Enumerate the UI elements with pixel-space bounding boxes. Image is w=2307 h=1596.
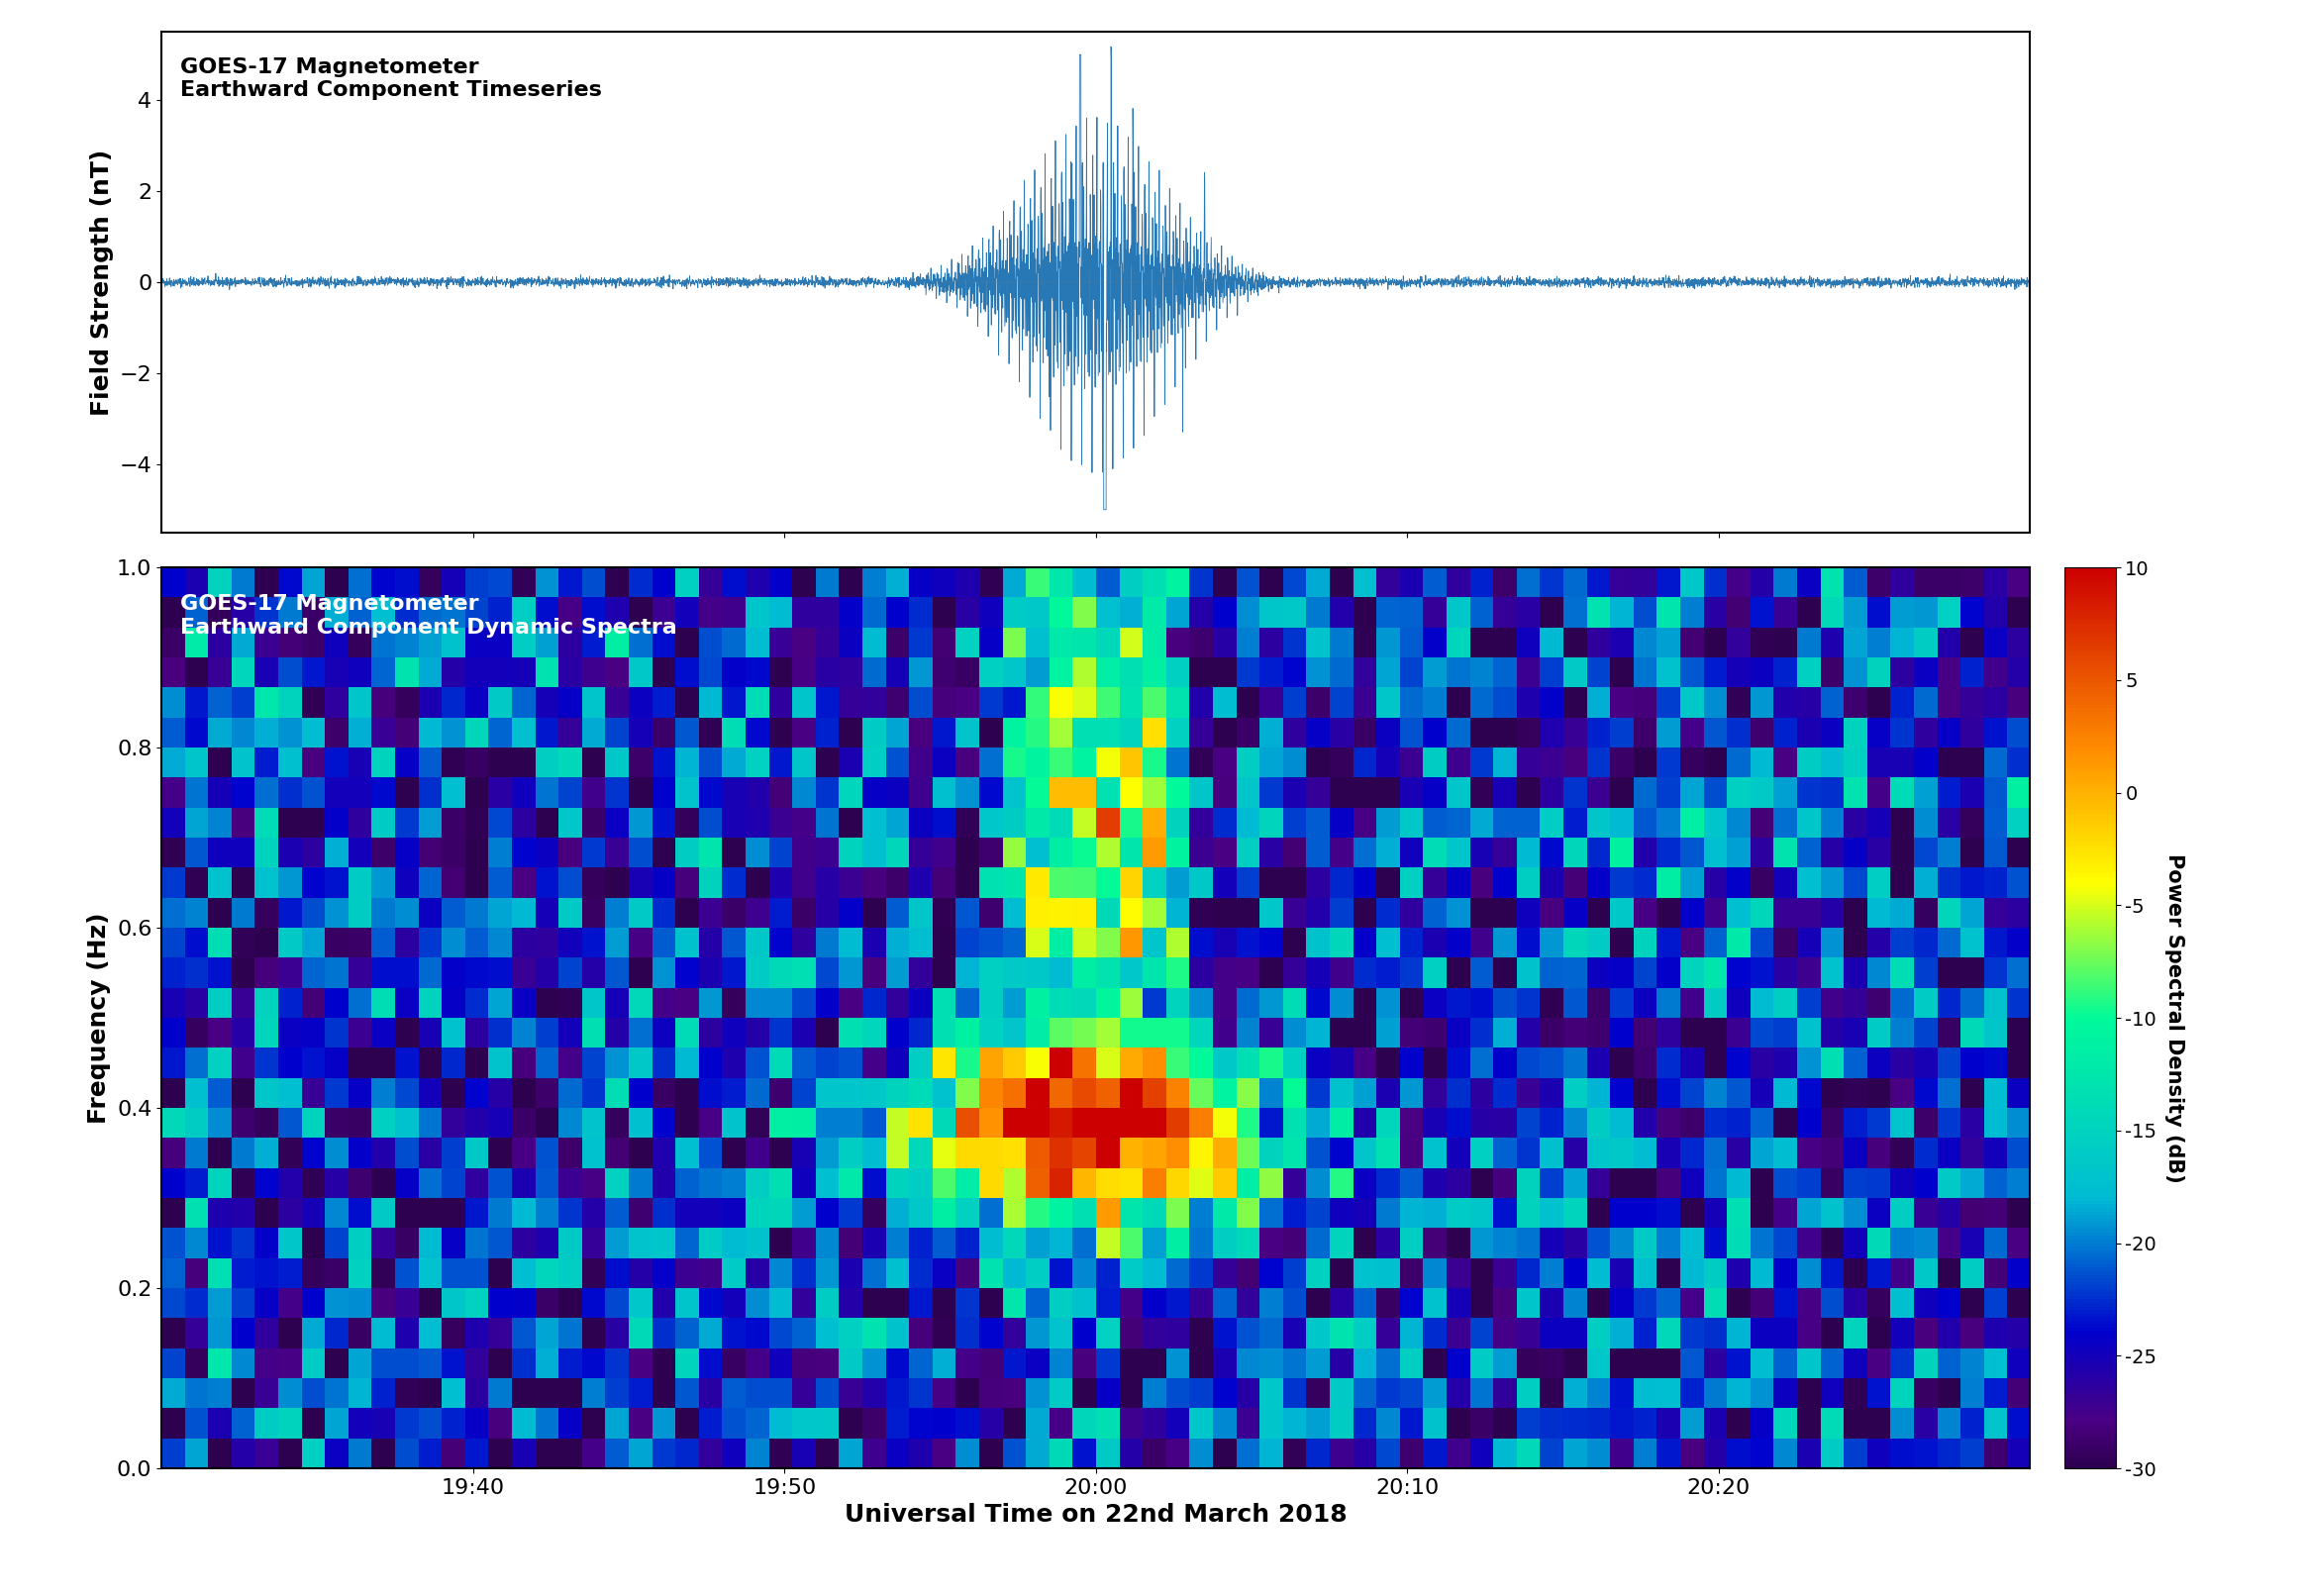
Y-axis label: Field Strength (nT): Field Strength (nT)	[90, 148, 113, 415]
X-axis label: Universal Time on 22nd March 2018: Universal Time on 22nd March 2018	[844, 1503, 1347, 1527]
Y-axis label: Power Spectral Density (dB): Power Spectral Density (dB)	[2164, 854, 2185, 1183]
Text: GOES-17 Magnetometer
Earthward Component Timeseries: GOES-17 Magnetometer Earthward Component…	[180, 57, 602, 99]
Text: GOES-17 Magnetometer
Earthward Component Dynamic Spectra: GOES-17 Magnetometer Earthward Component…	[180, 594, 676, 637]
Y-axis label: Frequency (Hz): Frequency (Hz)	[88, 913, 111, 1124]
